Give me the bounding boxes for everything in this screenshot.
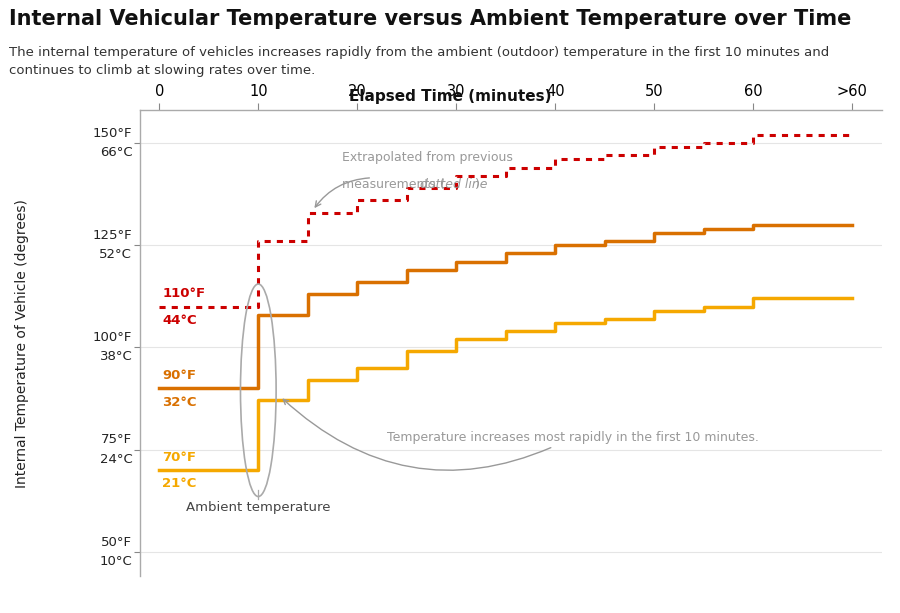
Text: 52°C: 52°C xyxy=(99,248,132,261)
Text: 66°C: 66°C xyxy=(100,146,132,159)
Text: 75°F: 75°F xyxy=(101,433,132,446)
Text: Extrapolated from previous: Extrapolated from previous xyxy=(343,151,513,164)
Text: continues to climb at slowing rates over time.: continues to climb at slowing rates over… xyxy=(9,64,315,77)
Text: 44°C: 44°C xyxy=(162,314,197,327)
Text: dotted line: dotted line xyxy=(419,178,487,191)
Text: 125°F: 125°F xyxy=(93,229,132,242)
Text: Elapsed Time (minutes): Elapsed Time (minutes) xyxy=(349,89,551,104)
Text: 100°F: 100°F xyxy=(93,331,132,345)
Text: The internal temperature of vehicles increases rapidly from the ambient (outdoor: The internal temperature of vehicles inc… xyxy=(9,46,829,59)
Text: 50°F: 50°F xyxy=(102,536,132,549)
Text: 70°F: 70°F xyxy=(162,451,196,464)
Text: Internal Temperature of Vehicle (degrees): Internal Temperature of Vehicle (degrees… xyxy=(15,199,30,488)
Text: 10°C: 10°C xyxy=(100,555,132,568)
Text: 38°C: 38°C xyxy=(100,351,132,364)
Text: 24°C: 24°C xyxy=(100,452,132,466)
Text: 21°C: 21°C xyxy=(162,478,196,490)
Text: 110°F: 110°F xyxy=(162,287,205,300)
Text: 150°F: 150°F xyxy=(93,127,132,140)
Text: Temperature increases most rapidly in the first 10 minutes.: Temperature increases most rapidly in th… xyxy=(284,399,759,470)
Text: Ambient temperature: Ambient temperature xyxy=(186,501,330,514)
Text: Internal Vehicular Temperature versus Ambient Temperature over Time: Internal Vehicular Temperature versus Am… xyxy=(9,9,851,29)
Text: 90°F: 90°F xyxy=(162,369,196,382)
Text: measurements (: measurements ( xyxy=(343,178,446,191)
Text: ): ) xyxy=(475,178,480,191)
Text: 32°C: 32°C xyxy=(162,395,197,409)
